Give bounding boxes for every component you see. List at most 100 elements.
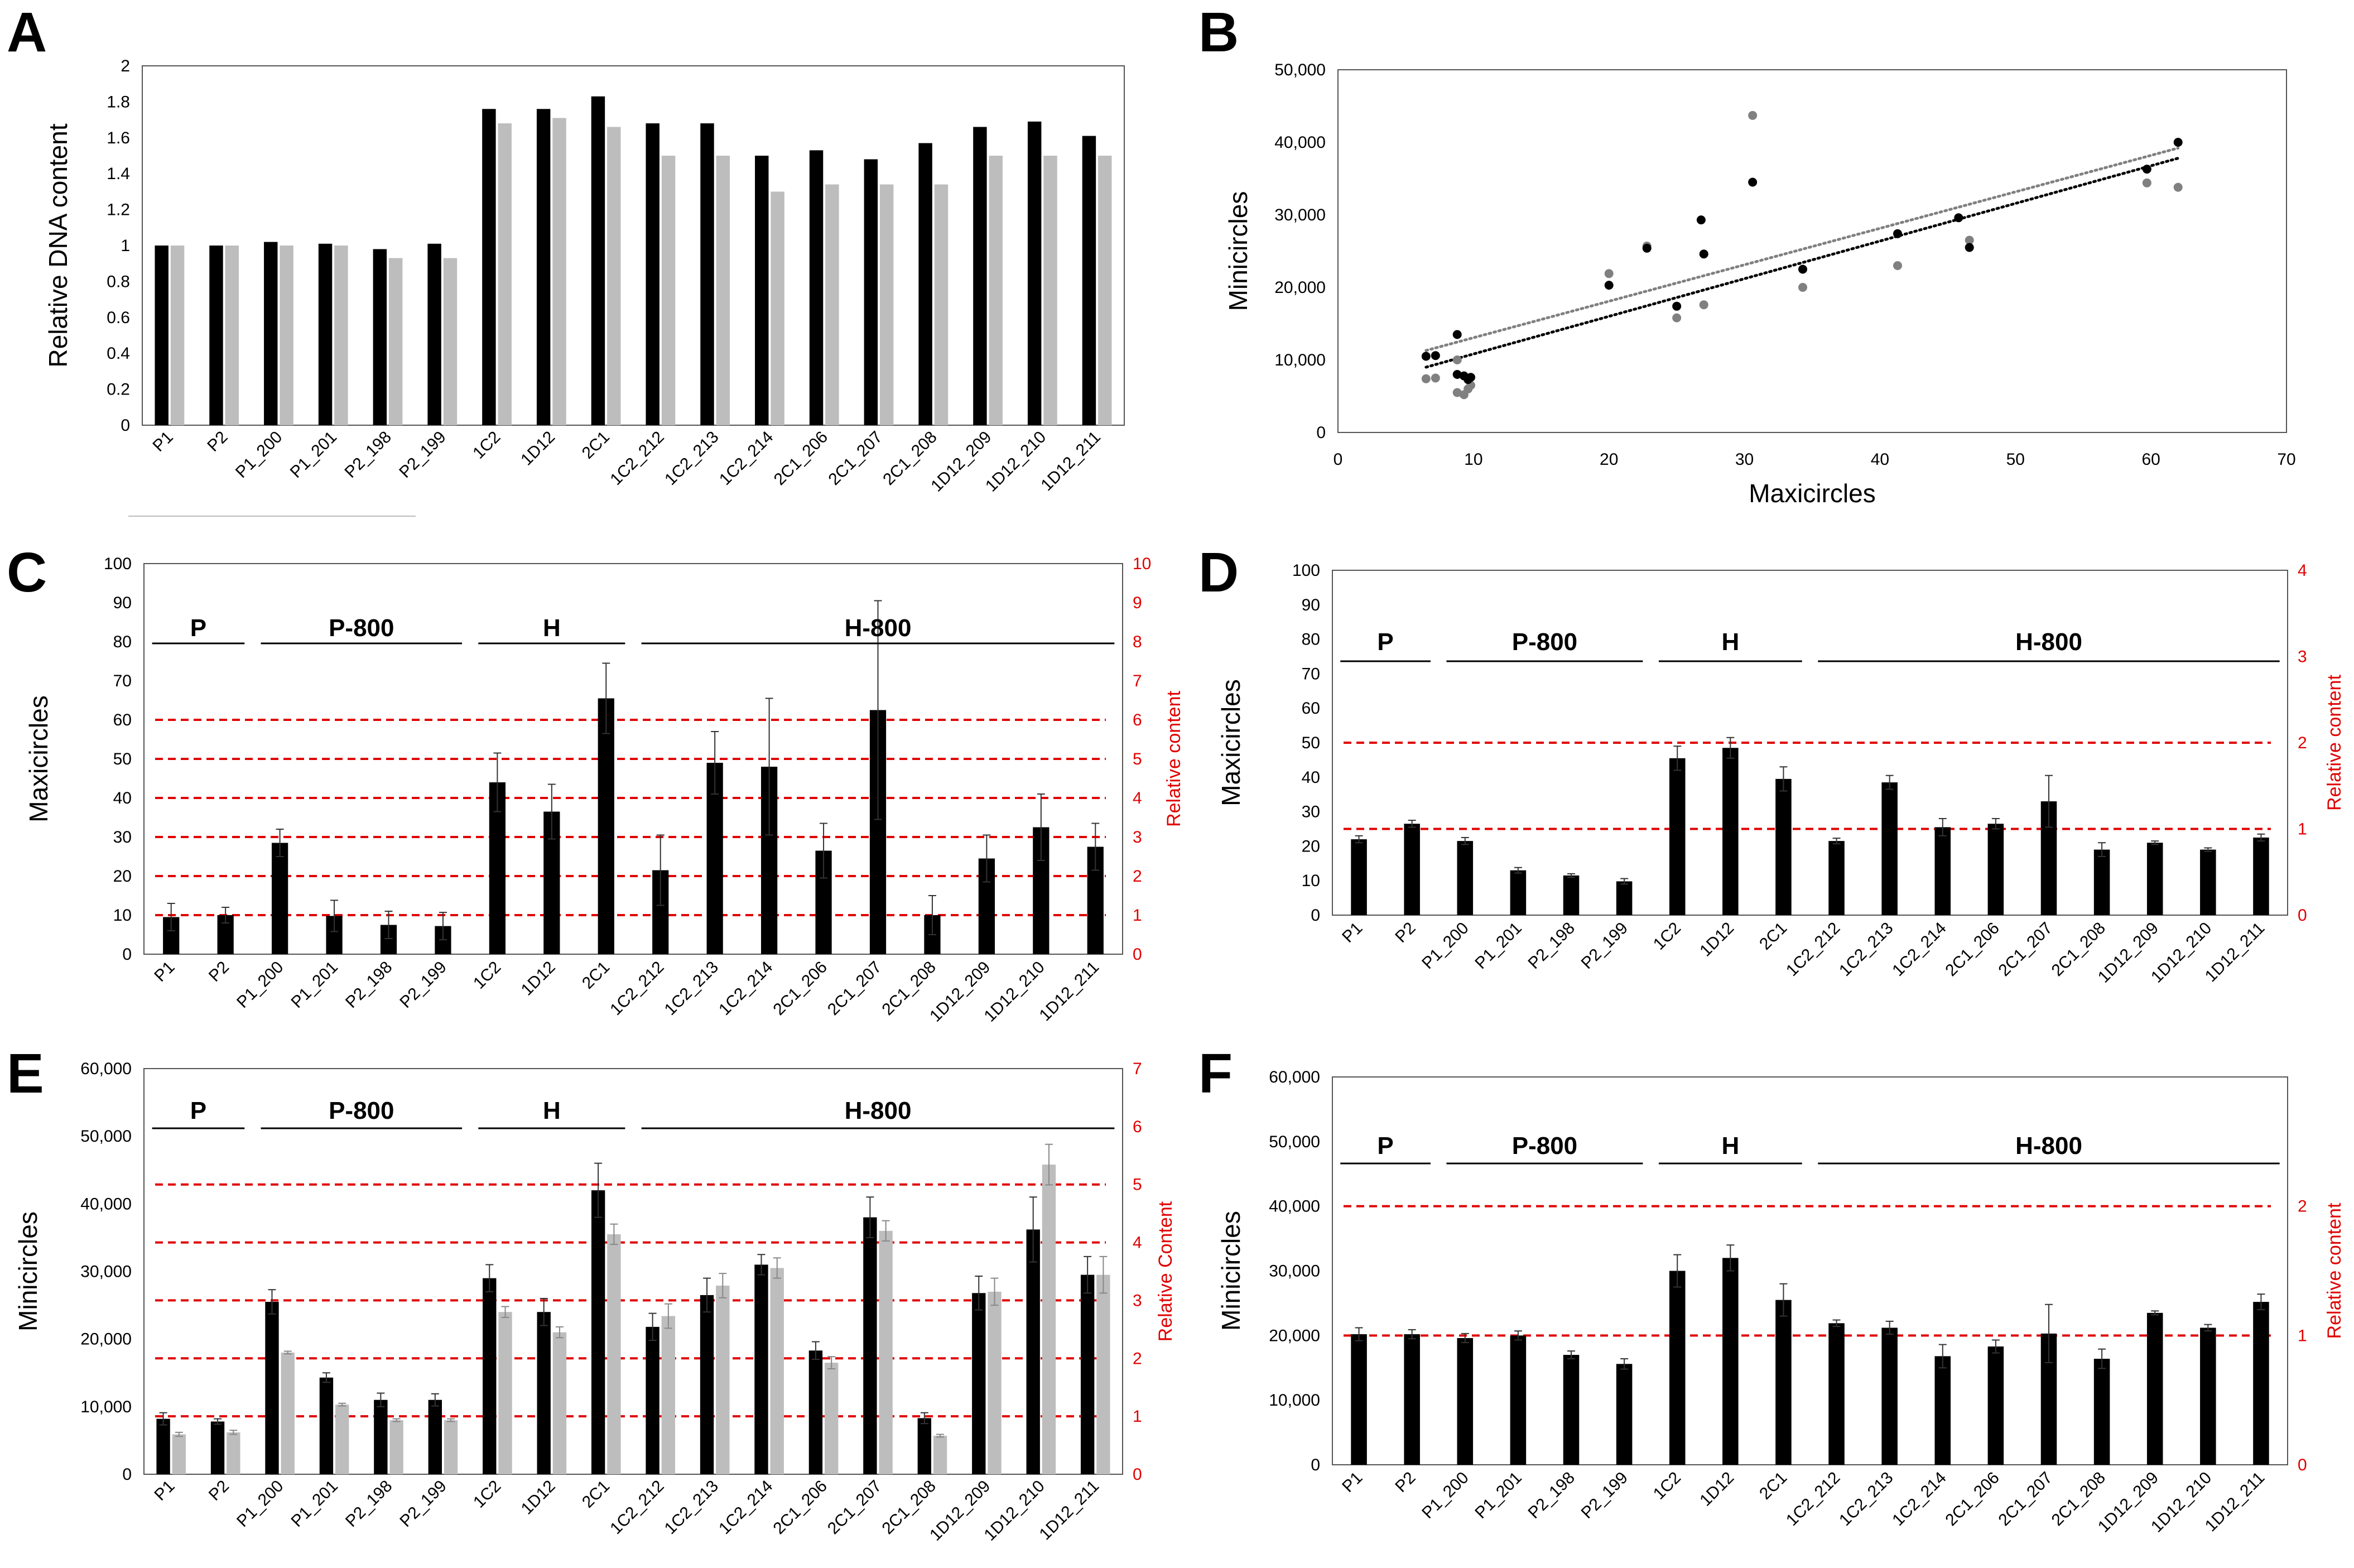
bar-e-grey — [716, 1285, 730, 1474]
y2-tick-label-c: 8 — [1133, 633, 1142, 651]
y-axis-title-d: Maxicircles — [1216, 679, 1245, 806]
x-tick-label-a: P1_200 — [232, 428, 286, 482]
x-tick-label-d: 2C1 — [1756, 919, 1790, 954]
x-tick-label-d: 1C2 — [1650, 919, 1684, 954]
bar-a-minicircles — [1098, 156, 1112, 425]
y2-tick-label-c: 10 — [1133, 555, 1151, 573]
y-tick-label-a: 0.2 — [107, 381, 130, 399]
y2-tick-label-d: 4 — [2298, 561, 2307, 580]
x-tick-label-b: 40 — [1871, 450, 1889, 469]
bar-a-minicircles — [934, 184, 949, 425]
plot-frame-a — [142, 65, 1125, 426]
bar-e-grey — [879, 1230, 893, 1474]
bar-d-maxicircles — [1934, 827, 1951, 915]
y-tick-label-a: 1.4 — [107, 165, 130, 183]
y-tick-label-c: 0 — [122, 945, 132, 964]
bar-e-black — [754, 1264, 768, 1474]
bar-f-minicircles — [1457, 1338, 1474, 1465]
group-label-e: H — [543, 1097, 561, 1124]
y-tick-label-d: 0 — [1311, 906, 1320, 925]
x-tick-label-f: P1_200 — [1418, 1469, 1472, 1522]
y-tick-label-b: 50,000 — [1274, 61, 1326, 79]
x-tick-label-a: 2C1 — [579, 428, 613, 463]
y-tick-label-f: 10,000 — [1269, 1391, 1320, 1410]
y-tick-label-a: 1.6 — [107, 129, 130, 147]
y-tick-label-e: 50,000 — [80, 1127, 132, 1146]
y-axis-title-c: Maxicircles — [24, 695, 53, 822]
x-tick-label-a: P2_199 — [396, 428, 449, 482]
scatter-point-black — [2142, 165, 2151, 174]
scatter-point-grey — [2142, 178, 2151, 187]
y2-axis-title-f: Relative content — [2324, 1203, 2345, 1339]
bar-d-maxicircles — [1404, 824, 1420, 915]
x-tick-label-c: 1C2 — [470, 958, 504, 993]
scatter-point-grey — [1421, 374, 1431, 383]
x-tick-label-c: P2_198 — [342, 958, 396, 1012]
group-label-e: P-800 — [329, 1097, 394, 1124]
x-tick-label-d: 1C2_213 — [1836, 919, 1896, 980]
y-tick-label-a: 0.8 — [107, 272, 130, 291]
scatter-point-grey — [1431, 373, 1440, 383]
bar-a-maxicircles — [1027, 121, 1042, 425]
y-axis-title-b: Minicircles — [1224, 191, 1253, 311]
x-tick-label-e: 2C1_207 — [824, 1477, 885, 1538]
y2-tick-label-f: 2 — [2298, 1197, 2307, 1216]
bar-e-black — [374, 1399, 388, 1474]
y-tick-label-f: 60,000 — [1269, 1068, 1320, 1086]
x-tick-label-a: 2C1_206 — [771, 428, 831, 489]
bar-e-black — [265, 1302, 279, 1474]
bar-d-maxicircles — [1828, 841, 1845, 915]
x-tick-label-e: 2C1_206 — [770, 1477, 831, 1538]
x-tick-label-c: 1C2_214 — [715, 958, 776, 1019]
scatter-point-grey — [1452, 355, 1462, 364]
bar-a-maxicircles — [155, 246, 169, 425]
y-tick-label-e: 20,000 — [80, 1330, 132, 1349]
bar-a-minicircles — [443, 258, 458, 425]
x-tick-label-a: P2_198 — [341, 428, 394, 482]
y-tick-label-b: 20,000 — [1274, 278, 1326, 297]
x-tick-label-c: 1C2_213 — [661, 958, 722, 1019]
y2-tick-label-d: 3 — [2298, 648, 2307, 666]
y-tick-label-b: 0 — [1316, 424, 1326, 442]
bar-e-black — [808, 1350, 823, 1474]
y-tick-label-a: 2 — [121, 57, 130, 75]
bar-a-maxicircles — [373, 249, 387, 425]
y2-tick-label-d: 2 — [2298, 734, 2307, 752]
y-tick-label-c: 70 — [113, 672, 132, 690]
bar-f-minicircles — [2200, 1327, 2216, 1465]
panel-a-chart: 0 0.2 0.4 0.6 0.8 1 1.2 1.4 1.6 1.8 2 Relative DNA … — [44, 57, 1125, 517]
panel-d-chart: 0 10 20 30 40 50 60 70 80 90 100 0 1 2 3 4 Relative cont… — [1216, 561, 2345, 987]
y2-tick-label-c: 0 — [1133, 945, 1142, 964]
x-tick-label-d: 1D12 — [1696, 919, 1737, 960]
x-tick-label-f: 1D12 — [1696, 1469, 1737, 1510]
y2-tick-label-c: 6 — [1133, 711, 1142, 729]
group-label-d: H-800 — [2015, 628, 2082, 656]
y-tick-label-b: 30,000 — [1274, 206, 1326, 224]
scatter-point-black — [1672, 301, 1682, 311]
bar-d-maxicircles — [1722, 748, 1739, 915]
x-tick-label-d: P2_199 — [1578, 919, 1631, 973]
x-tick-label-f: 2C1 — [1756, 1469, 1790, 1503]
bar-e-grey — [933, 1435, 947, 1474]
group-label-e: P — [190, 1097, 206, 1124]
x-tick-label-d: P1_200 — [1418, 919, 1472, 973]
x-tick-label-d: P2_198 — [1524, 919, 1578, 973]
scatter-point-black — [1893, 229, 1902, 238]
panel-letter-c: C — [7, 541, 47, 604]
y-tick-label-a: 1.2 — [107, 201, 130, 219]
bar-a-maxicircles — [646, 123, 659, 426]
group-label-e: H-800 — [845, 1097, 912, 1124]
bar-a-maxicircles — [209, 246, 223, 425]
y-tick-label-a: 1.8 — [107, 93, 130, 111]
bar-f-minicircles — [1563, 1355, 1580, 1465]
x-tick-label-b: 70 — [2277, 450, 2295, 469]
bar-d-maxicircles — [2200, 849, 2216, 915]
bar-e-grey — [661, 1316, 676, 1474]
x-tick-label-d: 1C2_212 — [1783, 919, 1843, 980]
x-tick-label-f: P1_201 — [1471, 1469, 1525, 1522]
x-tick-label-f: 1C2_214 — [1889, 1469, 1949, 1529]
bar-a-minicircles — [607, 127, 621, 426]
x-tick-label-b: 50 — [2006, 450, 2025, 469]
x-tick-label-f: P1 — [1339, 1469, 1366, 1496]
y-tick-label-e: 0 — [122, 1465, 132, 1484]
